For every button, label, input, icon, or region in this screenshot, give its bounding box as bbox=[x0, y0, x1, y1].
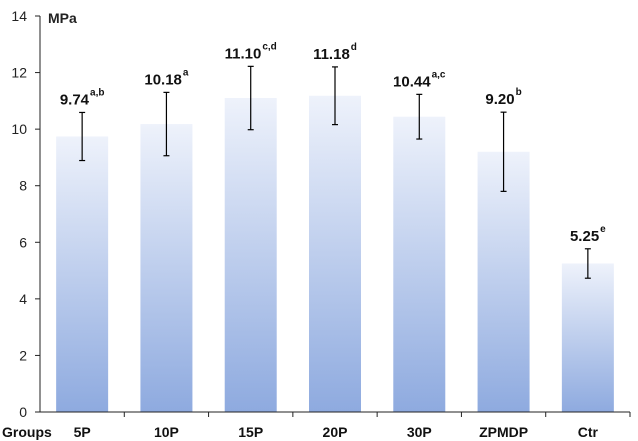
x-tick-label: 20P bbox=[323, 424, 348, 440]
data-label: 11.18d bbox=[313, 42, 357, 63]
data-label: 11.10c,d bbox=[225, 41, 277, 62]
data-label: 10.44a,c bbox=[393, 69, 446, 90]
x-tick-label: Ctr bbox=[578, 424, 599, 440]
y-tick-label: 4 bbox=[19, 291, 27, 307]
y-axis-unit: MPa bbox=[48, 10, 77, 26]
y-tick-label: 12 bbox=[11, 65, 27, 81]
bar bbox=[561, 263, 614, 412]
data-label: 9.20b bbox=[485, 87, 521, 108]
data-label: 5.25e bbox=[570, 224, 606, 245]
bar bbox=[224, 98, 277, 413]
y-tick-label: 6 bbox=[19, 234, 27, 250]
data-label: 9.74a,b bbox=[60, 87, 105, 108]
bar bbox=[309, 95, 361, 412]
y-tick-label: 2 bbox=[19, 347, 27, 363]
x-axis-title: Groups bbox=[2, 424, 52, 440]
y-tick-label: 10 bbox=[11, 121, 27, 137]
x-tick-label: 30P bbox=[407, 424, 432, 440]
x-tick-label: 10P bbox=[154, 424, 179, 440]
data-label: 10.18a bbox=[144, 67, 189, 88]
x-tick-label: ZPMDP bbox=[479, 424, 528, 440]
bar bbox=[477, 151, 530, 412]
x-tick-label: 5P bbox=[74, 424, 91, 440]
bar bbox=[56, 136, 109, 413]
y-tick-label: 14 bbox=[11, 8, 27, 24]
x-tick-label: 15P bbox=[238, 424, 263, 440]
bar bbox=[393, 116, 446, 412]
bar bbox=[140, 124, 193, 413]
y-tick-label: 8 bbox=[19, 178, 27, 194]
y-tick-label: 0 bbox=[19, 404, 27, 420]
